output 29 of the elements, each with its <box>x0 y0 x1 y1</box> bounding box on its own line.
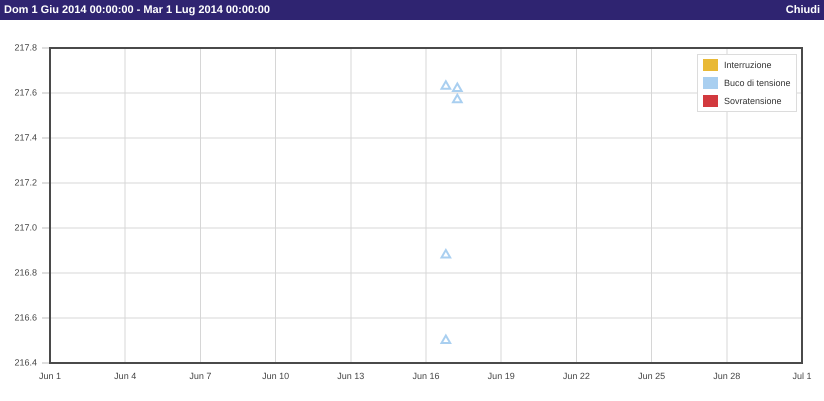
x-tick-label: Jun 13 <box>337 370 364 381</box>
point <box>440 334 452 344</box>
point <box>440 80 452 90</box>
x-tick-label: Jun 10 <box>262 370 290 381</box>
x-tick-label: Jun 1 <box>38 370 62 381</box>
y-tick-label: 217.6 <box>14 87 37 98</box>
y-tick-label: 217.8 <box>14 42 37 52</box>
legend-label: Interruzione <box>724 60 772 70</box>
x-tick-label: Jun 22 <box>562 370 590 381</box>
chart-title: Dom 1 Giu 2014 00:00:00 - Mar 1 Lug 2014 00:00:00 <box>4 3 270 17</box>
y-tick-label: 216.8 <box>14 267 37 278</box>
x-tick-label: Jun 4 <box>114 370 136 381</box>
x-tick-label: Jul 1 <box>792 370 812 381</box>
y-tick-label: 217.2 <box>14 177 37 188</box>
x-tick-label: Jun 25 <box>638 370 666 381</box>
x-tick-label: Jun 16 <box>412 370 440 381</box>
point <box>440 249 452 258</box>
legend-label: Sovratensione <box>724 96 782 106</box>
y-tick-label: 217.0 <box>14 222 37 232</box>
x-tick-label: Jun 19 <box>488 370 515 381</box>
x-tick-label: Jun 28 <box>713 370 740 381</box>
point <box>452 94 463 104</box>
y-tick-label: 216.4 <box>14 357 37 368</box>
close-button[interactable]: Chiudi <box>786 4 820 16</box>
y-tick-label: 216.6 <box>14 312 37 322</box>
y-tick-label: 217.4 <box>14 132 37 142</box>
legend-label: Buco di tensione <box>724 78 791 88</box>
x-tick-label: Jun 7 <box>189 370 212 381</box>
point <box>452 82 463 92</box>
